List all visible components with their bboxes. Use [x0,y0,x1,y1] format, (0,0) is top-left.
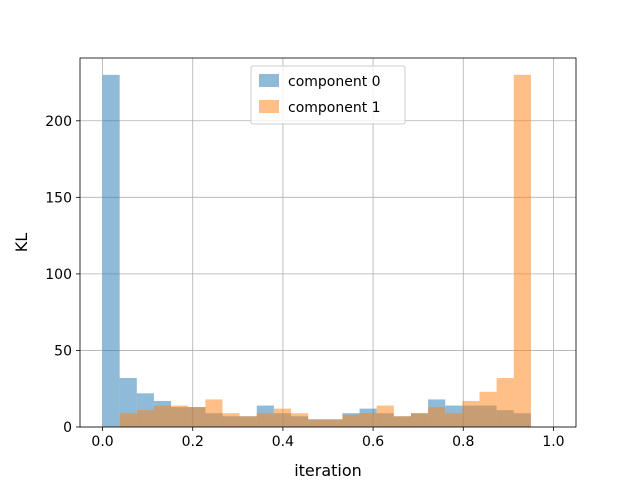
bar-series-1-bin-18 [410,413,429,427]
y-tick-label-2: 100 [45,267,72,283]
y-axis-label: KL [12,233,31,252]
x-tick-label-5: 1.0 [542,434,564,450]
bar-series-1-bin-14 [342,414,360,427]
x-axis-ticks: 0.0 0.2 0.4 0.6 0.8 1.0 [91,427,565,450]
x-tick-label-2: 0.4 [272,434,294,450]
bar-series-1-bin-11 [291,413,309,427]
y-tick-label-3: 150 [45,190,72,206]
bar-series-1-bin-3 [153,405,172,427]
bar-series-1-bin-6 [205,399,223,427]
bar-series-1-bin-17 [393,416,411,427]
legend-label-component-0: component 0 [288,74,381,90]
legend-box [250,65,406,125]
y-axis-ticks: 0 50 100 150 200 [45,114,80,436]
y-tick-label-1: 50 [54,343,72,359]
bars [102,74,531,428]
bar-series-1-bin-15 [359,413,377,427]
bar-series-0-bin-0 [102,74,120,428]
bar-series-1-bin-7 [222,413,240,427]
y-tick-label-4: 200 [45,114,72,130]
legend: component 0 component 1 [250,65,406,125]
bar-series-1-bin-13 [325,419,343,427]
plot-frame [79,57,577,428]
x-tick-label-1: 0.2 [182,434,204,450]
bar-series-1-bin-9 [256,413,274,427]
legend-label-component-1: component 1 [288,100,381,116]
bar-series-1-bin-20 [445,413,463,427]
x-tick-label-0: 0.0 [91,434,113,450]
bar-series-1-bin-2 [136,410,154,427]
bar-series-1-bin-8 [239,416,257,427]
bar-series-1-bin-21 [462,400,480,427]
bar-series-1-bin-19 [428,407,446,427]
bar-series-1-bin-12 [308,419,326,427]
y-tick-label-0: 0 [63,420,72,436]
bar-series-1-bin-16 [376,405,394,427]
bar-series-1-bin-10 [273,408,292,427]
bar-series-1-bin-5 [188,407,206,427]
bar-series-1-bin-4 [171,405,189,427]
bar-series-1-bin-23 [496,378,514,427]
x-axis-label: iteration [294,461,362,480]
bar-series-1-bin-24 [513,74,531,428]
legend-swatch-component-0 [259,74,279,87]
legend-swatch-component-1 [259,100,279,113]
x-tick-label-3: 0.6 [362,434,384,450]
bar-series-1-bin-22 [479,391,497,427]
x-tick-label-4: 0.8 [452,434,474,450]
bar-series-1-bin-1 [119,413,137,427]
